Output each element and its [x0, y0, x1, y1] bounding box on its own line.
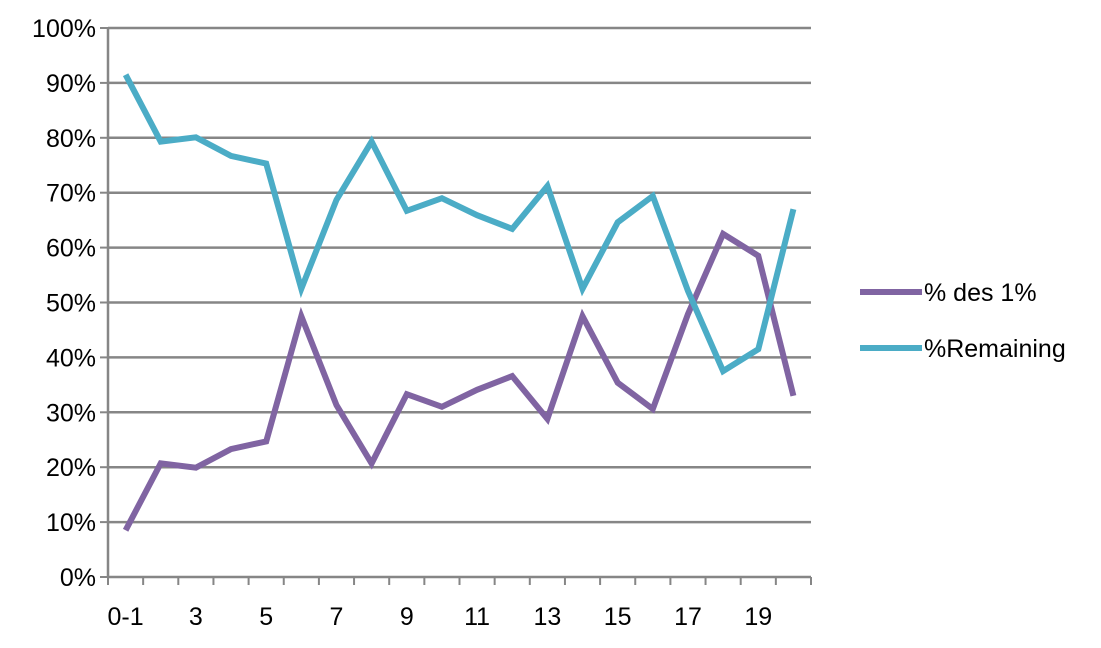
y-axis-tick-labels: 0% 10% 20% 30% 40% 50% 60% 70% 80% 90% 100%: [32, 15, 96, 592]
x-tick-label: 7: [330, 603, 344, 631]
y-tick-label: 40%: [46, 344, 96, 372]
x-axis-tick-labels: 0-1 3 5 7 9 11 13 15 17 19: [108, 603, 773, 631]
x-tick-label: 11: [464, 603, 490, 631]
series-lines: [122, 73, 797, 532]
x-tick-label: 17: [674, 603, 702, 631]
x-tick-label: 3: [189, 603, 203, 631]
x-tick-label: 15: [604, 603, 632, 631]
legend-label: %Remaining: [924, 335, 1066, 363]
axes: [100, 27, 812, 585]
x-tick-label: 19: [744, 603, 772, 631]
legend: % des 1% %Remaining: [860, 279, 1066, 363]
y-tick-label: 100%: [32, 15, 96, 43]
y-tick-label: 70%: [46, 180, 96, 208]
y-tick-label: 0%: [60, 564, 96, 592]
y-tick-label: 80%: [46, 125, 96, 153]
y-tick-label: 20%: [46, 454, 96, 482]
series-line-des-1pct: [122, 229, 797, 532]
y-tick-label: 10%: [46, 509, 96, 537]
series-line-remaining: [122, 73, 797, 376]
x-tick-label: 13: [533, 603, 561, 631]
y-tick-label: 30%: [46, 399, 96, 427]
y-tick-label: 50%: [46, 290, 96, 318]
gridlines: [108, 26, 811, 524]
x-tick-label: 0-1: [108, 603, 144, 631]
x-tick-label: 9: [400, 603, 414, 631]
x-tick-label: 5: [259, 603, 273, 631]
y-tick-label: 60%: [46, 235, 96, 263]
y-tick-label: 90%: [46, 70, 96, 98]
legend-label: % des 1%: [924, 279, 1037, 307]
